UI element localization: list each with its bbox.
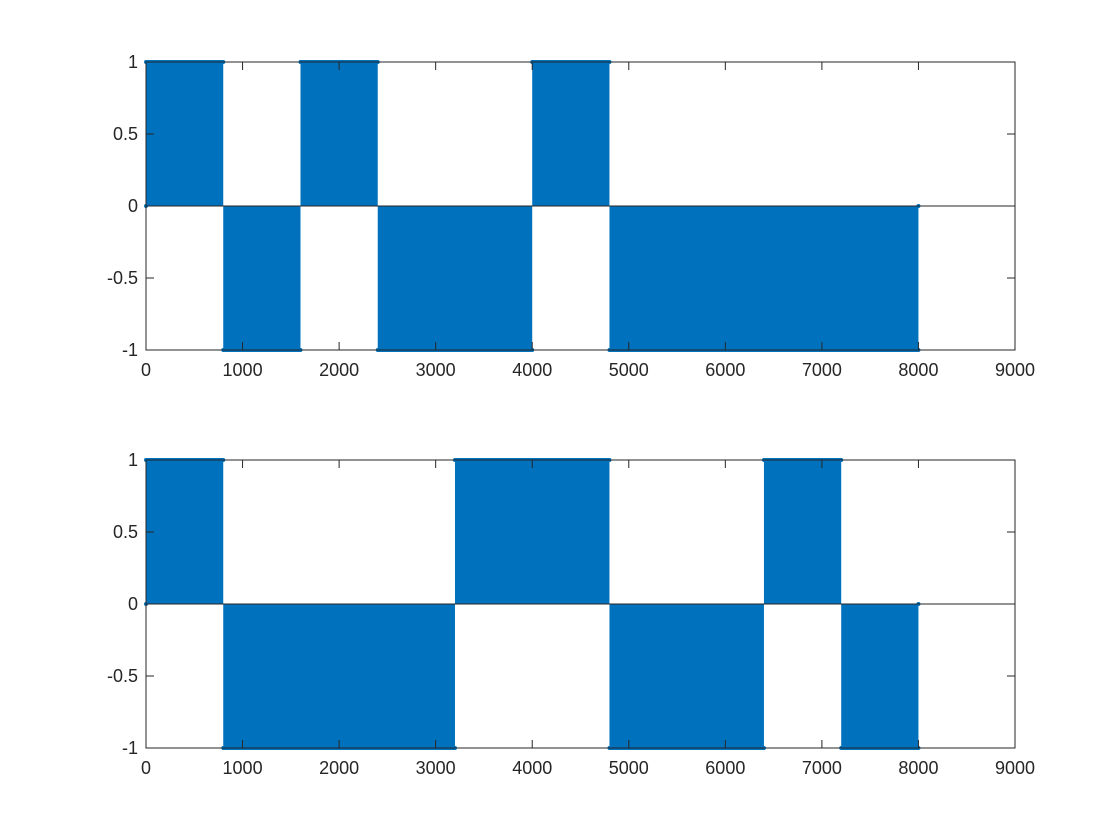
segment-top-0	[146, 62, 224, 206]
x-tick-label-top-0: 0	[141, 360, 151, 380]
y-tick-label-top-0: -1	[122, 340, 138, 360]
segment-top-2	[300, 62, 378, 206]
x-tick-label-top-6: 6000	[705, 360, 745, 380]
x-tick-label-bottom-3: 3000	[416, 758, 456, 778]
y-tick-label-top-1: -0.5	[107, 268, 138, 288]
x-tick-label-top-5: 5000	[609, 360, 649, 380]
x-tick-label-bottom-0: 0	[141, 758, 151, 778]
x-tick-label-bottom-7: 7000	[802, 758, 842, 778]
y-tick-label-top-2: 0	[128, 196, 138, 216]
segment-bottom-1	[223, 604, 455, 748]
x-tick-label-bottom-1: 1000	[223, 758, 263, 778]
x-tick-label-top-2: 2000	[319, 360, 359, 380]
y-tick-label-bottom-2: 0	[128, 594, 138, 614]
x-tick-label-top-8: 8000	[898, 360, 938, 380]
subplot-bottom: 0 1000 2000 3000 4000 5000 6000 7000 8000 9000 -1 -…	[107, 450, 1035, 778]
x-tick-label-bottom-6: 6000	[705, 758, 745, 778]
segment-bottom-2	[454, 460, 610, 604]
y-tick-label-top-3: 0.5	[113, 124, 138, 144]
segment-bottom-0	[146, 460, 224, 604]
segment-bottom-4	[763, 460, 842, 604]
y-tick-label-bottom-0: -1	[122, 738, 138, 758]
y-tick-label-top-4: 1	[128, 52, 138, 72]
y-tick-label-bottom-3: 0.5	[113, 522, 138, 542]
segment-top-3	[377, 206, 533, 350]
segment-bottom-3	[609, 604, 764, 748]
segment-top-1	[223, 206, 301, 350]
x-tick-label-top-3: 3000	[416, 360, 456, 380]
x-tick-label-top-7: 7000	[802, 360, 842, 380]
x-tick-label-bottom-2: 2000	[319, 758, 359, 778]
x-tick-label-top-1: 1000	[223, 360, 263, 380]
segment-bottom-5	[841, 604, 919, 748]
x-tick-label-bottom-4: 4000	[512, 758, 552, 778]
segment-top-5	[609, 206, 919, 350]
x-tick-label-top-9: 9000	[995, 360, 1035, 380]
x-tick-label-bottom-9: 9000	[995, 758, 1035, 778]
x-tick-label-bottom-8: 8000	[898, 758, 938, 778]
x-tick-label-bottom-5: 5000	[609, 758, 649, 778]
x-tick-label-top-4: 4000	[512, 360, 552, 380]
y-tick-label-bottom-1: -0.5	[107, 666, 138, 686]
y-tick-label-bottom-4: 1	[128, 450, 138, 470]
segment-top-4	[532, 62, 610, 206]
subplot-top: 0 1000 2000 3000 4000 5000 6000 7000 8000 9000 -1 -…	[107, 52, 1035, 380]
